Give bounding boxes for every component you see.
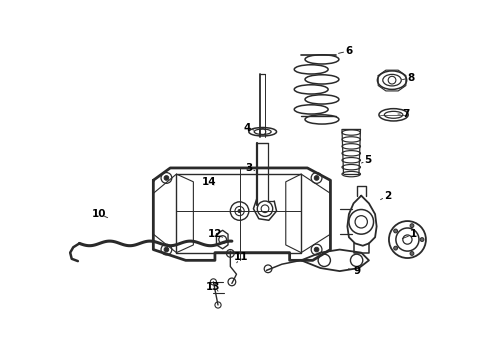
Text: 9: 9 xyxy=(353,266,360,276)
Text: 1: 1 xyxy=(410,229,417,239)
Text: 14: 14 xyxy=(201,177,216,187)
Circle shape xyxy=(238,210,241,213)
Circle shape xyxy=(164,247,169,252)
Text: 12: 12 xyxy=(208,229,222,239)
Circle shape xyxy=(410,224,414,228)
Text: 2: 2 xyxy=(384,191,391,201)
Text: 5: 5 xyxy=(365,155,372,165)
Circle shape xyxy=(314,176,319,180)
Circle shape xyxy=(314,247,319,252)
Text: 8: 8 xyxy=(407,73,414,83)
Text: 4: 4 xyxy=(244,123,251,133)
Text: 11: 11 xyxy=(234,252,248,262)
Text: 10: 10 xyxy=(92,209,107,219)
Circle shape xyxy=(164,176,169,180)
Text: 13: 13 xyxy=(206,282,220,292)
Circle shape xyxy=(420,238,424,242)
Circle shape xyxy=(410,252,414,255)
Circle shape xyxy=(393,246,397,250)
Circle shape xyxy=(393,229,397,233)
Text: 3: 3 xyxy=(245,163,252,173)
Text: 7: 7 xyxy=(402,109,410,119)
Text: 6: 6 xyxy=(345,46,352,56)
